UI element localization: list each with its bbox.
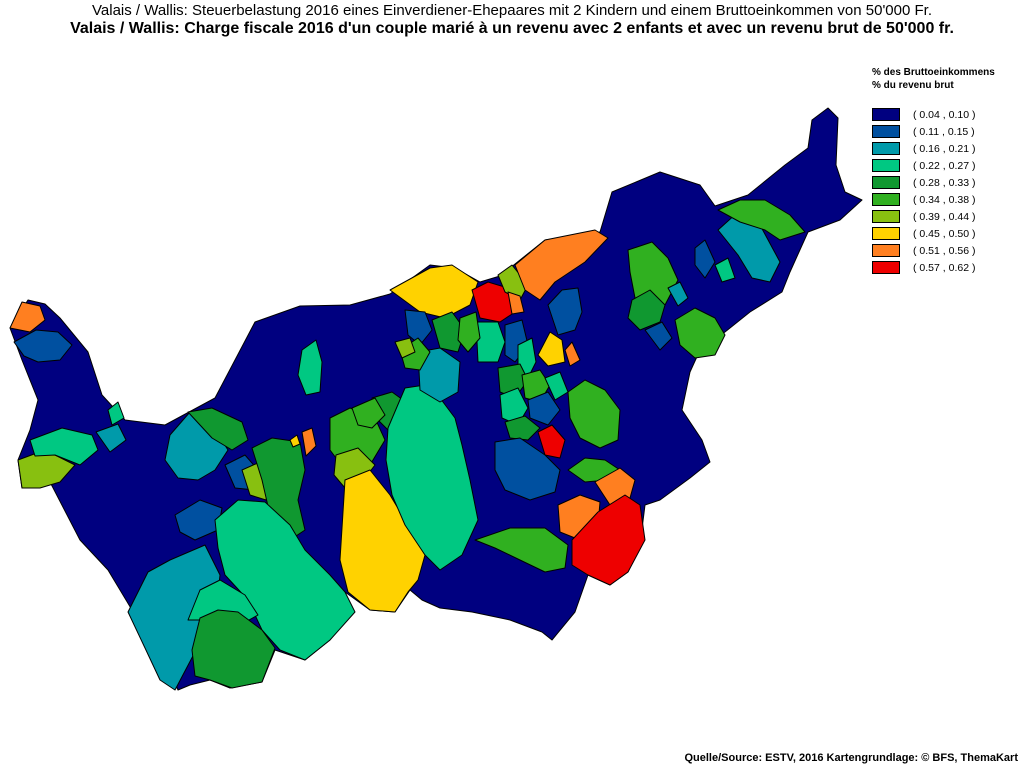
legend-swatch bbox=[872, 193, 900, 206]
region-evolène bbox=[339, 469, 426, 613]
region-grimisuat bbox=[351, 397, 386, 429]
legend-swatch bbox=[872, 261, 900, 274]
region-randa bbox=[504, 415, 541, 441]
legend-row: ( 0.39 , 0.44 ) bbox=[872, 208, 995, 225]
region-zwischbergen bbox=[571, 494, 646, 586]
region-ried-brig bbox=[627, 289, 666, 331]
map-title-german: Valais / Wallis: Steuerbelastung 2016 ei… bbox=[92, 2, 932, 19]
region-mörel bbox=[644, 321, 673, 351]
region-macugnaga-border bbox=[474, 527, 569, 573]
legend-swatch bbox=[872, 210, 900, 223]
legend-range-label: ( 0.16 , 0.21 ) bbox=[913, 142, 976, 155]
region-vétroz bbox=[301, 427, 317, 457]
legend-row: ( 0.04 , 0.10 ) bbox=[872, 106, 995, 123]
region-obergoms bbox=[717, 199, 806, 241]
region-bettmeralp bbox=[674, 307, 726, 359]
legend-row: ( 0.51 , 0.56 ) bbox=[872, 242, 995, 259]
region-martigny-north bbox=[187, 407, 249, 451]
region-fieschertal bbox=[694, 239, 716, 279]
legend-range-label: ( 0.34 , 0.38 ) bbox=[913, 193, 976, 206]
region-massongex bbox=[95, 423, 127, 453]
region-crans-montana bbox=[297, 339, 323, 396]
region-törbel bbox=[497, 363, 529, 399]
legend-row: ( 0.11 , 0.15 ) bbox=[872, 123, 995, 140]
legend-range-label: ( 0.11 , 0.15 ) bbox=[913, 125, 975, 138]
legend-swatch bbox=[872, 227, 900, 240]
region-guttet bbox=[404, 309, 433, 346]
region-lötschental-mid bbox=[497, 264, 529, 301]
legend-range-label: ( 0.51 , 0.56 ) bbox=[913, 244, 976, 257]
legend-range-label: ( 0.57 , 0.62 ) bbox=[913, 261, 976, 274]
legend-swatch bbox=[872, 142, 900, 155]
region-zermatt bbox=[494, 437, 561, 501]
region-lötschental-east bbox=[507, 291, 525, 315]
region-visp-orange bbox=[564, 341, 581, 367]
legend-swatch bbox=[872, 159, 900, 172]
legend-swatch bbox=[872, 125, 900, 138]
region-grächen bbox=[527, 391, 561, 426]
region-monthey-north bbox=[13, 329, 73, 363]
legend-range-label: ( 0.04 , 0.10 ) bbox=[913, 108, 976, 121]
region-bitsch bbox=[667, 281, 689, 307]
region-bagnes bbox=[214, 499, 356, 661]
region-troistorrents bbox=[29, 427, 99, 466]
legend-row: ( 0.57 , 0.62 ) bbox=[872, 259, 995, 276]
legend-title-french: % du revenu brut bbox=[872, 80, 954, 91]
region-isérables bbox=[251, 437, 306, 541]
region-saas-almagell bbox=[567, 379, 621, 449]
map-legend: % des Bruttoeinkommens % du revenu brut … bbox=[872, 66, 995, 276]
region-savièse-pocket bbox=[289, 434, 301, 448]
region-monthey-small bbox=[107, 401, 125, 426]
legend-range-label: ( 0.28 , 0.33 ) bbox=[913, 176, 976, 189]
legend-row: ( 0.45 , 0.50 ) bbox=[872, 225, 995, 242]
region-visp-north bbox=[547, 287, 583, 336]
region-liddes bbox=[191, 609, 276, 689]
legend-row: ( 0.16 , 0.21 ) bbox=[872, 140, 995, 157]
legend-swatch bbox=[872, 244, 900, 257]
legend-row: ( 0.28 , 0.33 ) bbox=[872, 174, 995, 191]
legend-list: ( 0.04 , 0.10 ) ( 0.11 , 0.15 ) ( 0.16 , 0… bbox=[872, 106, 995, 276]
region-agarn bbox=[475, 321, 506, 363]
map-title-french: Valais / Wallis: Charge fiscale 2016 d'u… bbox=[70, 20, 954, 37]
legend-swatch bbox=[872, 176, 900, 189]
legend-range-label: ( 0.22 , 0.27 ) bbox=[913, 159, 976, 172]
region-saint-gingolph bbox=[9, 301, 46, 333]
legend-row: ( 0.34 , 0.38 ) bbox=[872, 191, 995, 208]
legend-range-label: ( 0.39 , 0.44 ) bbox=[913, 210, 976, 223]
region-visp-yellow bbox=[537, 331, 566, 367]
region-blatten bbox=[514, 229, 609, 301]
legend-swatch bbox=[872, 108, 900, 121]
source-note: Quelle/Source: ESTV, 2016 Kartengrundlag… bbox=[684, 752, 1018, 764]
region-varen bbox=[394, 337, 416, 359]
region-ernen bbox=[714, 257, 736, 283]
legend-title-german: % des Bruttoeinkommens bbox=[872, 67, 995, 78]
legend-range-label: ( 0.45 , 0.50 ) bbox=[913, 227, 976, 240]
region-saas-fee bbox=[537, 424, 566, 459]
legend-row: ( 0.22 , 0.27 ) bbox=[872, 157, 995, 174]
region-turtmann bbox=[457, 311, 481, 353]
